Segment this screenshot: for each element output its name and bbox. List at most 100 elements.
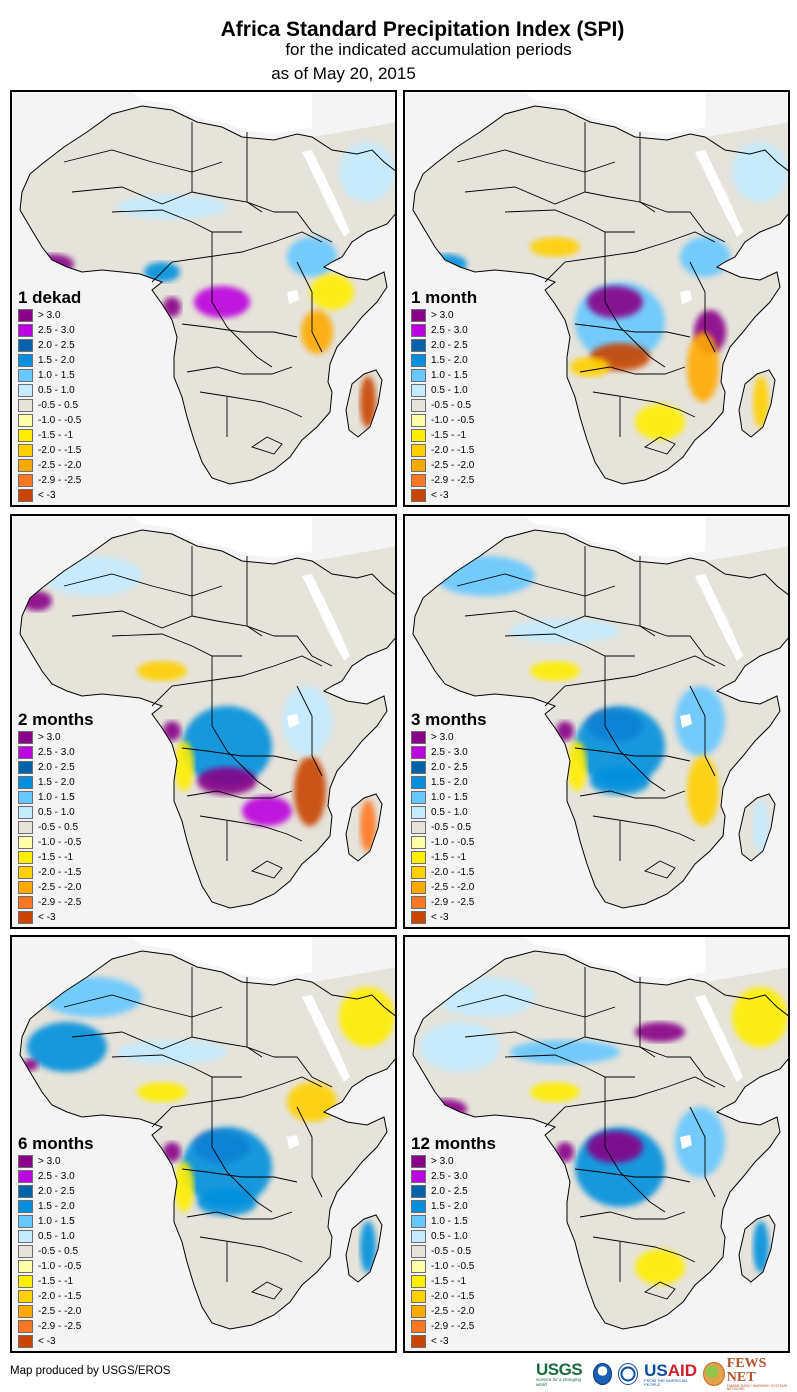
spi-patch-nigeria-north <box>530 237 580 257</box>
country-border <box>186 790 293 799</box>
partner-logos: USGS science for a changing world USAID … <box>536 1355 797 1391</box>
country-border <box>689 685 716 777</box>
legend-item: 2.5 - 3.0 <box>411 323 477 338</box>
country-border <box>211 656 273 792</box>
legend-label: 2.0 - 2.5 <box>38 340 75 351</box>
country-border <box>246 556 275 637</box>
legend-swatch <box>18 474 33 487</box>
country-border <box>63 149 223 173</box>
africa-coastline <box>412 950 788 1330</box>
spi-patch-sahel-central <box>117 195 227 219</box>
country-border <box>296 1106 323 1198</box>
legend-label: 1.5 - 2.0 <box>38 1201 75 1212</box>
legend-label: -1.5 - -1 <box>431 430 467 441</box>
legend-item: -1.5 - -1 <box>18 428 81 443</box>
legend-swatch <box>411 339 426 352</box>
country-border <box>667 635 726 667</box>
legend-item: 0.5 - 1.0 <box>411 1229 496 1244</box>
red-sea <box>695 574 743 661</box>
legend-item: 0.5 - 1.0 <box>18 1229 94 1244</box>
legend-swatch <box>18 399 33 412</box>
legend-item: 2.5 - 3.0 <box>18 323 81 338</box>
mediterranean-sea <box>132 516 312 558</box>
legend-item: 1.0 - 1.5 <box>411 368 477 383</box>
legend-label: -2.9 - -2.5 <box>38 475 82 486</box>
country-border <box>151 1076 323 1128</box>
spi-anomaly-layer <box>420 977 788 1285</box>
panel-title: 1 month <box>411 288 478 307</box>
country-border <box>592 1236 696 1263</box>
spi-patch-zambia-angola <box>590 767 650 795</box>
spi-panel-1-dekad: 1 dekad > 3.0 2.5 - 3.0 2.0 - 2.5 1.5 - 2.0 1… <box>10 90 397 507</box>
usgs-logo-text: USGS <box>536 1360 583 1379</box>
legend-label: 1.5 - 2.0 <box>38 777 75 788</box>
legend-swatch <box>18 806 33 819</box>
legend-item: < -3 <box>18 488 81 503</box>
panel-title: 1 dekad <box>18 288 82 307</box>
legend-swatch <box>18 1155 33 1168</box>
fewsnet-logo-text: FEWS NET <box>726 1355 767 1385</box>
legend-swatch <box>411 1245 426 1258</box>
lake-victoria <box>287 1135 299 1149</box>
country-border <box>456 994 616 1018</box>
legend-item: -2.5 - -2.0 <box>18 458 81 473</box>
spi-patch-south-africa-east <box>635 1249 685 1285</box>
legend-swatch <box>18 324 33 337</box>
legend-swatch <box>411 459 426 472</box>
spi-patch-east-africa <box>675 686 725 756</box>
legend-item: 1.5 - 2.0 <box>411 353 477 368</box>
legend-swatch <box>411 489 426 502</box>
legend-item: -1.5 - -1 <box>411 850 487 865</box>
spi-patch-guinea-coast-west <box>423 254 467 274</box>
legend-swatch <box>411 911 426 924</box>
legend-item: 2.0 - 2.5 <box>411 1184 496 1199</box>
madagascar-coastline <box>345 369 383 438</box>
legend-swatch <box>18 896 33 909</box>
country-border <box>199 815 303 842</box>
legend-swatch <box>18 1245 33 1258</box>
legend-item: 1.0 - 1.5 <box>411 1214 496 1229</box>
spi-patch-gabon-congo <box>556 1142 574 1162</box>
legend-swatch <box>411 429 426 442</box>
legend-label: -1.5 - -1 <box>38 852 74 863</box>
legend-swatch <box>411 806 426 819</box>
spi-patch-arabia <box>339 987 395 1047</box>
legend-label: > 3.0 <box>38 732 61 743</box>
country-border <box>151 655 323 707</box>
country-border <box>111 1054 242 1078</box>
legend-item: > 3.0 <box>18 1154 94 1169</box>
panel-title: 3 months <box>411 710 487 729</box>
legend-label: < -3 <box>431 490 449 501</box>
legend-label: 2.5 - 3.0 <box>431 1171 468 1182</box>
madagascar-coastline <box>738 1214 776 1283</box>
legend-label: 2.0 - 2.5 <box>38 762 75 773</box>
red-sea <box>302 574 350 661</box>
legend-label: 2.5 - 3.0 <box>38 747 75 758</box>
legend-swatch <box>18 746 33 759</box>
legend-item: 2.0 - 2.5 <box>411 338 477 353</box>
madagascar-coastline <box>738 793 776 862</box>
spi-anomaly-layer <box>22 556 376 852</box>
lake-victoria <box>680 1135 692 1149</box>
spi-patch-gabon-congo <box>163 297 181 317</box>
legend-item: -2.0 - -1.5 <box>18 865 94 880</box>
legend-swatch <box>411 1200 426 1213</box>
legend-label: > 3.0 <box>38 1156 61 1167</box>
spi-patch-east-africa <box>675 1107 725 1177</box>
legend-swatch <box>411 309 426 322</box>
country-border <box>296 261 323 353</box>
legend-label: > 3.0 <box>431 732 454 743</box>
africa-coastline <box>412 529 788 909</box>
country-border <box>246 977 275 1058</box>
legend-label: < -3 <box>38 490 56 501</box>
spi-patch-ethiopia <box>287 1082 337 1122</box>
country-border <box>199 1236 303 1263</box>
africa-map <box>412 516 788 909</box>
legend-swatch <box>411 866 426 879</box>
country-border <box>544 655 716 707</box>
panel-title: 2 months <box>18 710 94 729</box>
legend-item: -2.0 - -1.5 <box>18 443 81 458</box>
country-border <box>544 1076 716 1128</box>
legend-item: -0.5 - 0.5 <box>18 1244 94 1259</box>
country-border <box>181 1168 298 1183</box>
